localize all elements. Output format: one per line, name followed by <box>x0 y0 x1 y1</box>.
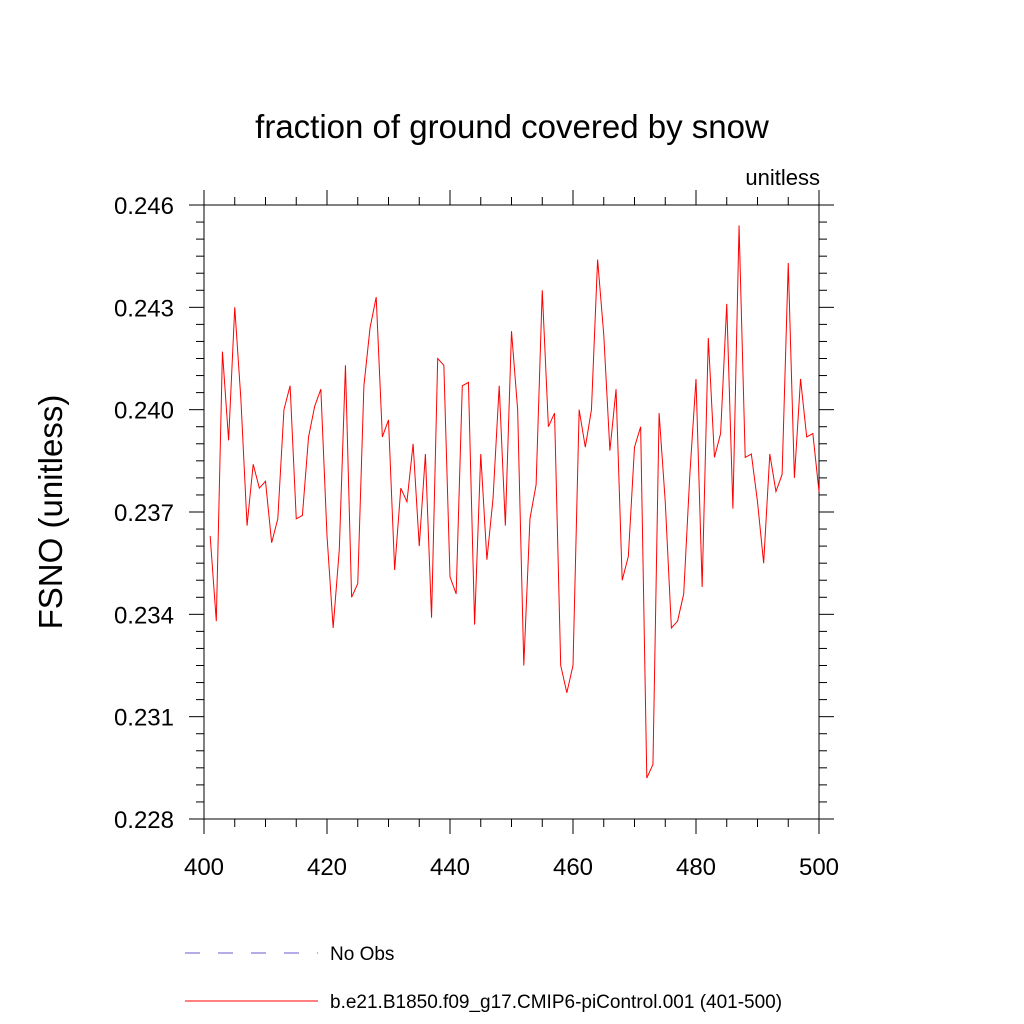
x-tick-label: 440 <box>430 854 470 881</box>
y-tick-label: 0.228 <box>114 807 174 834</box>
y-tick-label: 0.237 <box>114 500 174 527</box>
x-tick-label: 460 <box>553 854 593 881</box>
y-axis-label: FSNO (unitless) <box>32 395 69 630</box>
y-tick-label: 0.246 <box>114 193 174 220</box>
units-label: unitless <box>745 165 820 190</box>
axis-ticks: 400 420 440 460 480 500 0.228 0.231 0.234 0.237 0.… <box>114 190 839 881</box>
legend-label-series: b.e21.B1850.f09_g17.CMIP6-piControl.001 … <box>330 992 782 1013</box>
series-layer <box>209 225 820 779</box>
series-line-0 <box>209 225 820 779</box>
x-tick-label: 480 <box>676 854 716 881</box>
legend-label-no-obs: No Obs <box>330 944 394 965</box>
y-tick-label: 0.234 <box>114 602 174 629</box>
plot-frame <box>203 204 820 820</box>
x-tick-label: 400 <box>184 854 224 881</box>
legend: No Obs b.e21.B1850.f09_g17.CMIP6-piContr… <box>185 944 782 1013</box>
y-tick-label: 0.243 <box>114 295 174 322</box>
x-tick-label: 500 <box>799 854 839 881</box>
y-tick-label: 0.240 <box>114 398 174 425</box>
x-tick-label: 420 <box>307 854 347 881</box>
chart-title: fraction of ground covered by snow <box>255 108 769 145</box>
y-tick-label: 0.231 <box>114 705 174 732</box>
